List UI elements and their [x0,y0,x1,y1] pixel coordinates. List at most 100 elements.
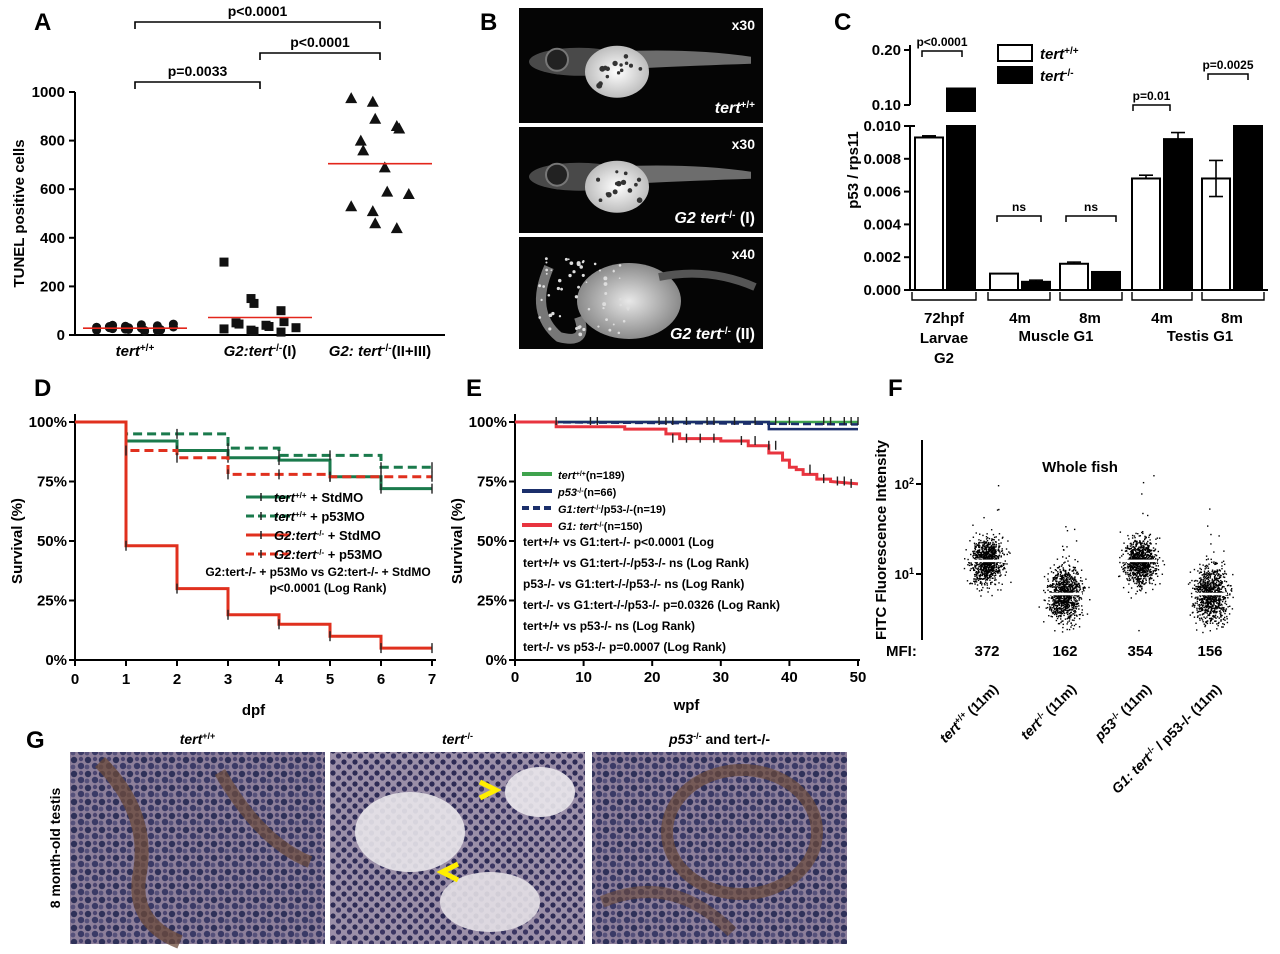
data-point [276,327,286,337]
cell-dot [1047,589,1049,591]
data-point [234,319,244,329]
cell-dot [989,575,991,578]
cell-dot [1054,580,1057,582]
y-tick-label: 0% [45,652,67,669]
cell-dot [1132,567,1135,570]
cell-dot [1047,578,1049,580]
cell-dot [1141,579,1144,582]
cell-dot [989,550,991,552]
cell-dot [981,548,983,551]
cell-dot [978,563,981,565]
y-axis-label: TUNEL positive cells [11,139,28,287]
cell-dot [1142,553,1144,556]
cell-dot [1220,616,1222,618]
mfi-value: 354 [1127,643,1153,660]
cell-dot [1231,608,1234,610]
cell-dot [984,555,986,557]
cell-dot [1212,610,1215,613]
cell-dot [1129,572,1132,574]
speckle [602,307,605,310]
cell-dot [982,550,984,553]
cell-dot [1135,562,1137,565]
cell-dot [1061,612,1064,615]
cell-dot [993,550,995,552]
cell-dot [1214,606,1217,609]
cell-dot [1216,623,1218,625]
cell-dot [1068,569,1071,571]
cell-dot [1058,601,1060,604]
cell-dot [1076,588,1078,590]
cell-dot [1146,551,1148,553]
legend-label: tert-/- [1040,68,1074,86]
cell-dot [1216,616,1219,618]
cell-dot [1149,565,1151,567]
cell-dot [1146,565,1148,567]
cell-dot [1203,606,1205,609]
cell-dot [1004,567,1006,570]
cell-dot [1202,604,1204,606]
cell-dot [1056,617,1059,620]
cell-dot [1139,562,1141,564]
cell-dot [1063,580,1065,582]
cell-dot [1078,626,1081,628]
cell-dot [1052,572,1055,574]
cell-dot [1068,564,1070,566]
stat-label: tert+/+ vs p53-/- ns (Log Rank) [523,619,695,633]
cell-dot [1138,583,1141,585]
cell-dot [1202,609,1204,611]
cell-dot [1072,588,1074,590]
legend-label: G1: tert-/-(n=150) [558,521,643,533]
cell-dot [1209,617,1212,620]
cell-dot [1129,558,1132,560]
cell-dot [986,587,989,589]
cell-dot [1068,565,1071,567]
cell-dot [1223,580,1226,582]
cell-dot [1058,565,1061,568]
cell-dot [1151,562,1153,564]
cell-dot [980,589,983,591]
cell-dot [1049,585,1052,588]
cell-dot [1215,573,1218,575]
cell-dot [991,565,994,568]
cell-dot [1145,581,1147,584]
cell-dot [1062,626,1064,629]
fish-body [658,269,757,291]
cell-dot [982,534,984,537]
cell-dot [1143,557,1145,560]
cell-dot [1005,548,1008,550]
cell-dot [1200,577,1202,579]
cell-dot [1213,576,1216,579]
cell-dot [1067,591,1069,593]
cell-dot [1132,549,1135,551]
cell-dot [1066,530,1069,532]
cell-dot [1210,619,1213,621]
cell-dot [1203,570,1206,572]
cell-dot [1224,609,1227,612]
cell-dot [987,572,989,574]
survival-curve [515,420,858,431]
cell-dot [1218,569,1221,571]
cell-dot [1055,595,1057,597]
cell-dot [1151,555,1154,557]
yolk-spot [596,177,601,182]
cell-dot [1191,579,1193,582]
cell-dot [1217,578,1219,580]
cell-dot [1138,572,1140,574]
cell-dot [1059,614,1062,617]
cell-dot [1217,588,1219,591]
cell-dot [1001,537,1004,539]
cell-dot [1158,557,1161,559]
cell-dot [1068,581,1070,584]
x-tick-label: 1 [122,671,130,688]
cell-dot [1057,590,1059,592]
data-point [124,324,134,334]
speckle [626,306,630,310]
cell-dot [1218,577,1220,580]
cell-dot [992,533,995,536]
cell-dot [1230,589,1232,591]
cell-dot [1203,602,1205,605]
genotype-label: G2 tert-/- (I) [674,210,755,228]
cell-dot [985,568,988,571]
cell-dot [1072,602,1074,604]
